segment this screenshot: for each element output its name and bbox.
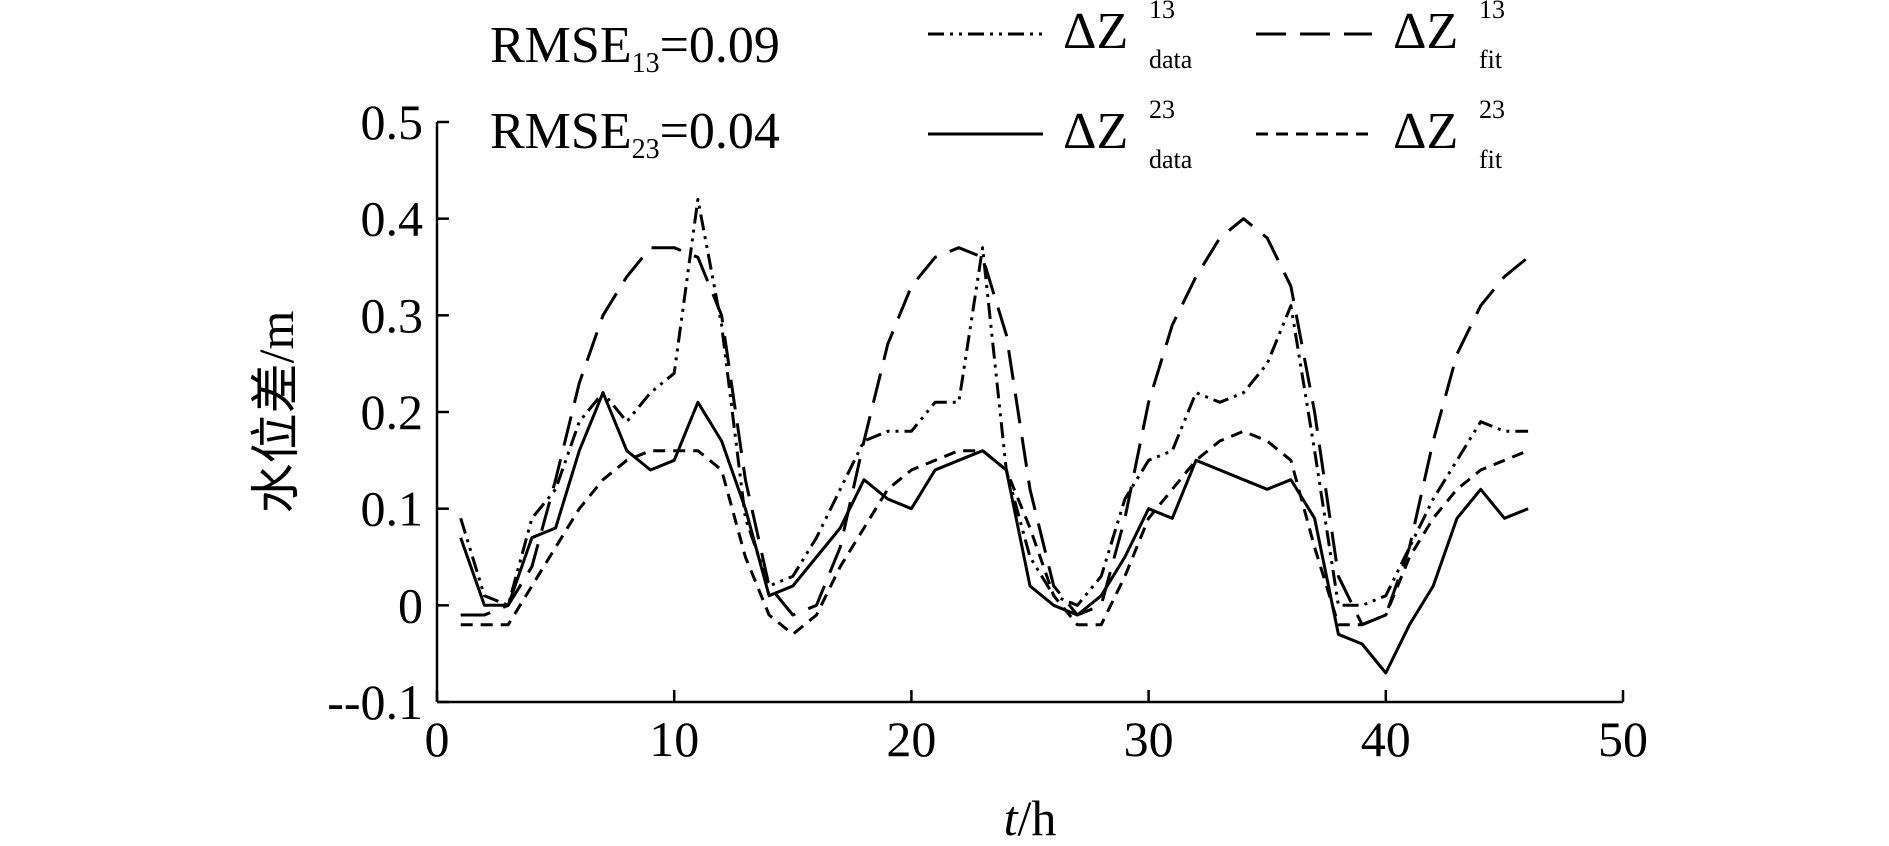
rmse-value: =0.04 [660, 103, 780, 160]
x-axis-label-unit: /h [1018, 790, 1057, 846]
x-tick-label: 40 [1361, 711, 1411, 767]
rmse-subscript: 23 [632, 134, 660, 165]
y-tick-label: 0.2 [361, 384, 424, 440]
y-axis-label: 水位差/m [248, 311, 304, 514]
x-tick-label: 0 [425, 711, 450, 767]
legend-subscript: data [1149, 145, 1193, 174]
legend-symbol: ΔZ [1393, 3, 1458, 60]
series-layer [459, 197, 1530, 675]
y-tick-label: 0.5 [361, 94, 424, 150]
legend-entry-1: ΔZ 13 fit [1393, 0, 1505, 74]
legend-entry-2: ΔZ 23 data [1063, 95, 1193, 174]
legend-subscript: fit [1479, 145, 1503, 174]
y-tick-label: --0.1 [327, 674, 423, 730]
legend-symbol: ΔZ [1063, 103, 1128, 160]
series-line-1 [460, 217, 1530, 627]
x-tick-label: 50 [1598, 711, 1648, 767]
legend-superscript: 13 [1479, 0, 1505, 24]
x-axis-label: t/h [1004, 790, 1057, 846]
legend-superscript: 23 [1479, 95, 1505, 124]
y-tick-label: 0.1 [361, 481, 424, 537]
series-line-3 [460, 429, 1529, 636]
legend-superscript: 23 [1149, 95, 1175, 124]
rmse-annotation: RMSE23=0.04 [490, 103, 780, 165]
x-tick-label: 10 [649, 711, 699, 767]
legend-superscript: 13 [1149, 0, 1175, 24]
x-axis-label-var: t [1004, 790, 1019, 846]
legend-subscript: data [1149, 45, 1193, 74]
legend-subscript: fit [1479, 45, 1503, 74]
legend: ΔZ 13 data ΔZ 13 fit ΔZ 23 data ΔZ 23 fit [928, 0, 1505, 174]
legend-entry-3: ΔZ 23 fit [1393, 95, 1505, 174]
rmse-label: RMSE [490, 103, 632, 160]
rmse-value: =0.09 [660, 17, 780, 74]
rmse-annotation: RMSE13=0.09 [490, 17, 780, 79]
legend-symbol: ΔZ [1393, 103, 1458, 160]
x-tick-label: 20 [886, 711, 936, 767]
y-tick-label: 0.3 [361, 287, 424, 343]
y-tick-label: 0.4 [361, 191, 424, 247]
series-line-2 [459, 391, 1529, 675]
legend-symbol: ΔZ [1063, 3, 1128, 60]
y-tick-label: 0 [398, 577, 423, 633]
rmse-label: RMSE [490, 17, 632, 74]
rmse-subscript: 13 [632, 48, 660, 79]
x-tick-label: 30 [1124, 711, 1174, 767]
legend-entry-0: ΔZ 13 data [1063, 0, 1193, 74]
series-line-0 [459, 197, 1529, 607]
